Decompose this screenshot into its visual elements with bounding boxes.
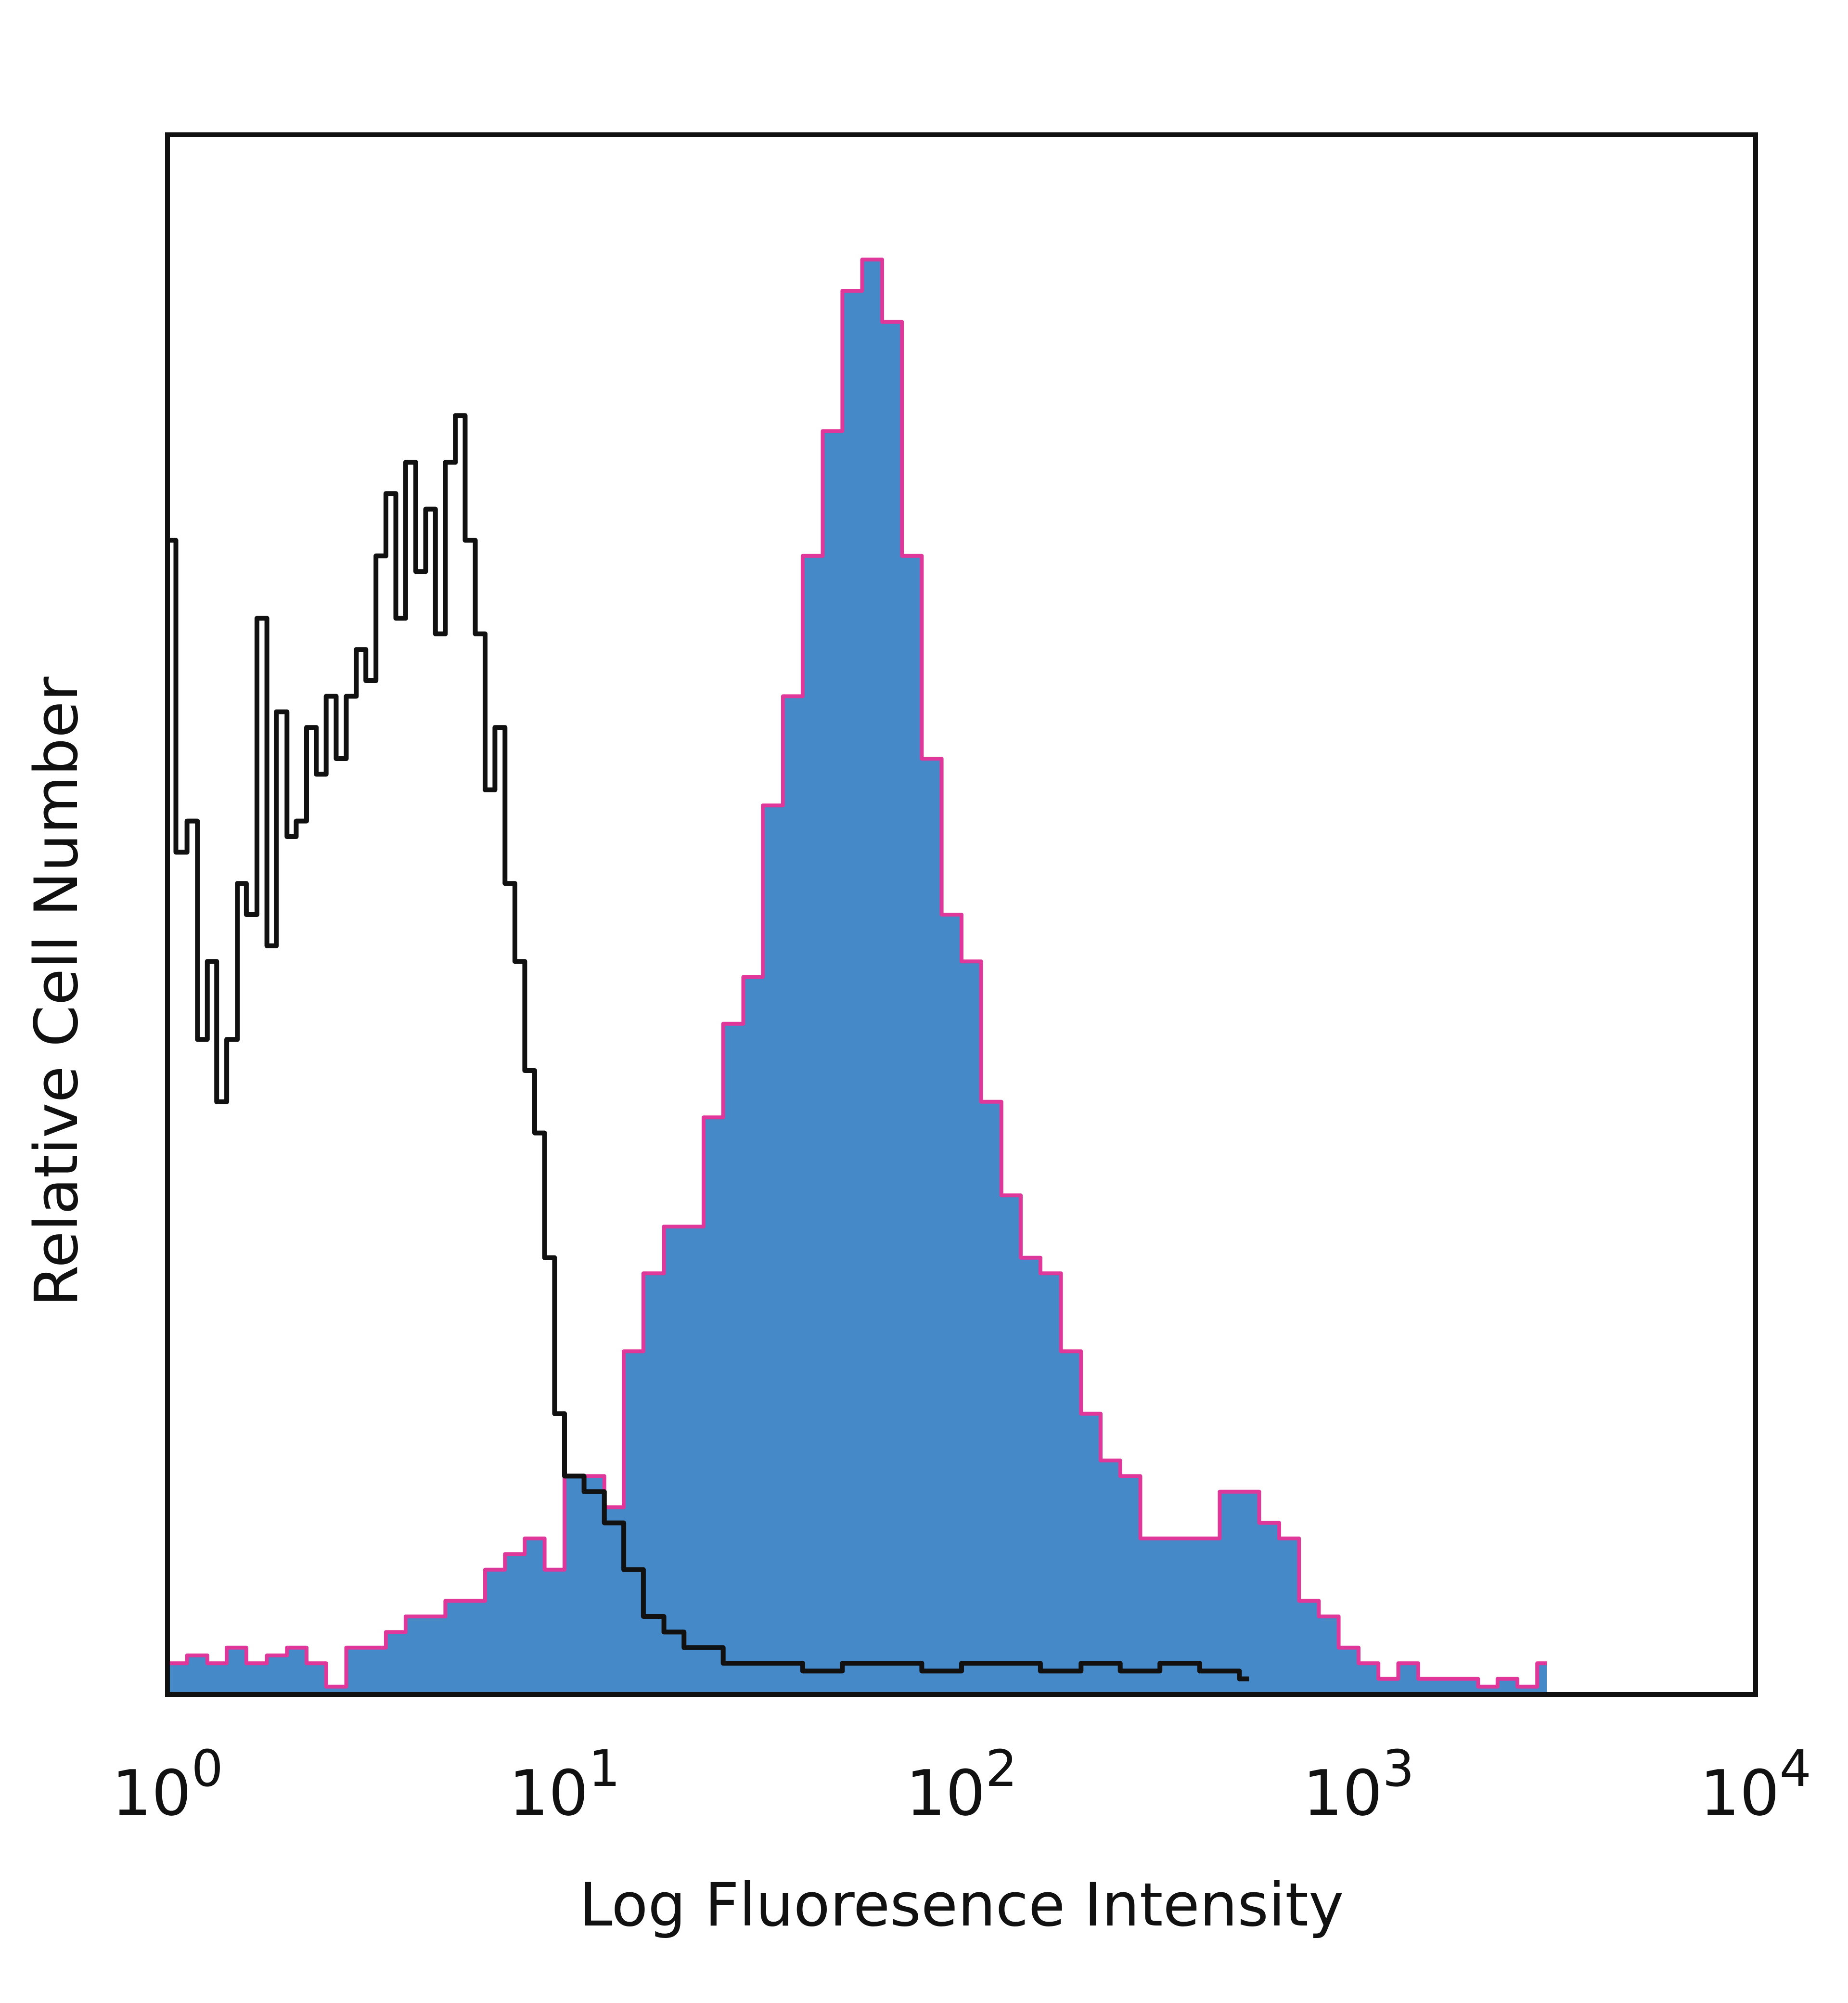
plot-area	[167, 258, 1547, 1695]
x-tick-exponent: 3	[1383, 1739, 1414, 1798]
x-tick-label: 104	[1700, 1739, 1811, 1830]
x-tick-base: 10	[509, 1757, 588, 1830]
outline-histogram-series-1	[167, 413, 1249, 1681]
plot-frame	[165, 132, 1758, 1697]
x-tick-exponent: 4	[1780, 1739, 1811, 1798]
x-tick-exponent: 1	[589, 1739, 620, 1798]
y-axis-label: Relative Cell Number	[22, 677, 91, 1307]
x-tick-base: 10	[906, 1757, 985, 1830]
x-tick-exponent: 2	[986, 1739, 1017, 1798]
x-tick-label: 102	[906, 1739, 1017, 1830]
x-axis-ticks: 100 101 102 103 104	[112, 1739, 1811, 1830]
filled-histogram-edge-0	[167, 258, 1547, 1689]
x-tick-base: 10	[1303, 1757, 1382, 1830]
filled-histogram-series-0	[167, 259, 1547, 1695]
x-tick-base: 10	[112, 1757, 191, 1830]
x-tick-label: 101	[509, 1739, 620, 1830]
x-tick-exponent: 0	[192, 1739, 223, 1798]
x-tick-base: 10	[1700, 1757, 1779, 1830]
x-axis-label: Log Fluoresence Intensity	[579, 1871, 1344, 1940]
x-tick-label: 103	[1303, 1739, 1414, 1830]
x-tick-label: 100	[112, 1739, 223, 1830]
